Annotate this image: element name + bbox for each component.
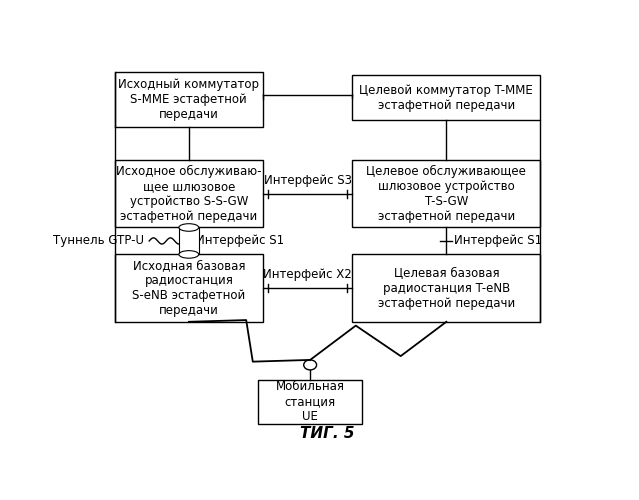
Text: Целевой коммутатор T-MME
эстафетной передачи: Целевой коммутатор T-MME эстафетной пере… bbox=[360, 84, 533, 112]
FancyBboxPatch shape bbox=[114, 254, 263, 322]
Text: Интерфейс S1: Интерфейс S1 bbox=[196, 234, 284, 248]
FancyBboxPatch shape bbox=[179, 228, 199, 254]
FancyBboxPatch shape bbox=[258, 380, 362, 424]
FancyBboxPatch shape bbox=[352, 76, 541, 120]
Text: Целевое обслуживающее
шлюзовое устройство
T-S-GW
эстафетной передачи: Целевое обслуживающее шлюзовое устройств… bbox=[366, 164, 527, 223]
Text: Целевая базовая
радиостанция T-eNB
эстафетной передачи: Целевая базовая радиостанция T-eNB эстаф… bbox=[378, 266, 515, 310]
FancyBboxPatch shape bbox=[352, 254, 541, 322]
Text: Туннель GTP-U: Туннель GTP-U bbox=[53, 234, 144, 248]
FancyBboxPatch shape bbox=[114, 72, 263, 128]
Text: Мобильная
станция
UE: Мобильная станция UE bbox=[275, 380, 344, 423]
Text: Интерфейс S1: Интерфейс S1 bbox=[454, 234, 542, 248]
FancyBboxPatch shape bbox=[352, 160, 541, 228]
Text: Интерфейс X2: Интерфейс X2 bbox=[263, 268, 352, 281]
Text: Исходное обслуживаю-
щее шлюзовое
устройство S-S-GW
эстафетной передачи: Исходное обслуживаю- щее шлюзовое устрой… bbox=[116, 164, 261, 223]
Text: Интерфейс S3: Интерфейс S3 bbox=[264, 174, 351, 187]
Text: Исходный коммутатор
S-MME эстафетной
передачи: Исходный коммутатор S-MME эстафетной пер… bbox=[118, 78, 259, 121]
Text: ΤИГ. 5: ΤИГ. 5 bbox=[300, 426, 355, 441]
FancyBboxPatch shape bbox=[114, 160, 263, 228]
Text: Исходная базовая
радиостанция
S-eNB эстафетной
передачи: Исходная базовая радиостанция S-eNB эста… bbox=[132, 259, 245, 317]
Ellipse shape bbox=[179, 224, 199, 231]
Ellipse shape bbox=[179, 250, 199, 258]
